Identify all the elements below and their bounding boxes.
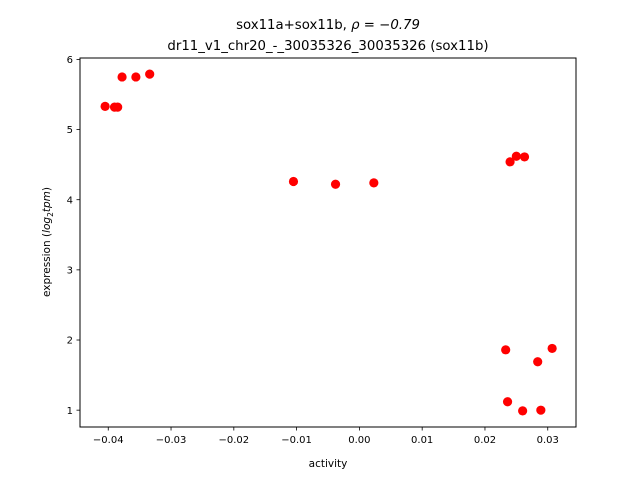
data-point (519, 152, 530, 162)
y-axis-ticks: 1 2 3 4 5 6 (67, 55, 80, 417)
y-axis-label: expression (log2tpm) (41, 187, 55, 297)
data-points (100, 69, 557, 416)
x-tick-label: −0.01 (281, 435, 312, 446)
y-tick-label: 4 (67, 195, 73, 206)
y-tick-label: 2 (67, 336, 73, 347)
x-tick-label: 0.00 (348, 435, 370, 446)
y-tick-label: 5 (67, 125, 73, 136)
x-tick-label: 0.03 (537, 435, 559, 446)
data-point (533, 357, 543, 367)
x-tick-label: −0.04 (93, 435, 124, 446)
chart-title-line2: dr11_v1_chr20_-_30035326_30035326 (sox11… (167, 39, 488, 54)
data-point (536, 405, 546, 415)
data-point (131, 72, 141, 82)
data-point (330, 179, 341, 189)
data-point (117, 72, 127, 82)
data-point (502, 397, 513, 407)
plot-frame (79, 57, 577, 428)
x-tick-label: 0.02 (474, 435, 496, 446)
x-tick-label: −0.02 (218, 435, 249, 446)
data-point (511, 151, 521, 161)
data-point (288, 176, 299, 187)
data-point (100, 101, 110, 112)
data-point (145, 69, 155, 79)
x-tick-label: 0.01 (411, 435, 433, 446)
data-point (501, 345, 511, 355)
y-tick-label: 6 (67, 55, 73, 66)
data-point (518, 406, 528, 416)
data-point (369, 178, 379, 188)
x-axis-label: activity (309, 458, 348, 470)
x-axis-ticks: −0.04 −0.03 −0.02 −0.01 0.00 0.01 0.02 0.03 (93, 427, 559, 446)
x-tick-label: −0.03 (156, 435, 187, 446)
data-point (113, 102, 123, 112)
data-point (505, 157, 515, 167)
data-point (547, 343, 557, 354)
chart-title-line1: sox11a+sox11b, ρ = −0.79 (236, 18, 420, 33)
y-tick-label: 1 (67, 406, 73, 417)
y-tick-label: 3 (67, 265, 73, 276)
